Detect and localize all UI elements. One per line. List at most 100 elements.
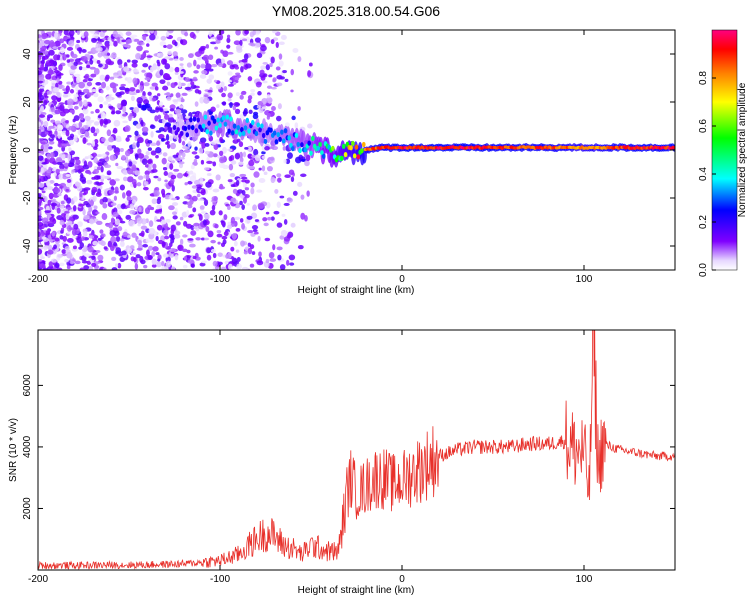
spectrogram-cell: [200, 63, 206, 69]
spectrogram-cell: [151, 97, 157, 101]
ridge-cell: [223, 121, 228, 127]
spectrogram-cell: [250, 187, 255, 195]
spectrogram-cell: [127, 247, 132, 254]
spectrogram-cell: [75, 84, 79, 92]
spectrogram-cell: [83, 31, 89, 38]
spectrogram-cell: [161, 266, 169, 270]
spectrogram-cell: [53, 54, 59, 61]
spectrogram-cell: [59, 235, 64, 240]
spectrogram-cell: [170, 93, 174, 97]
spectrogram-cell: [136, 247, 143, 251]
spectrogram-cell: [227, 148, 233, 152]
spectrogram-cell: [204, 63, 212, 70]
spectrogram-cell: [134, 205, 139, 210]
spectrogram-cell: [139, 85, 144, 92]
spectrogram-cell: [259, 69, 265, 76]
spectrogram-cell: [204, 94, 209, 98]
spectrogram-cell: [239, 173, 247, 178]
spectrogram-cell: [125, 137, 130, 142]
spectrogram-cell: [71, 53, 78, 59]
spectrogram-cell: [55, 175, 59, 180]
ridge-cell: [281, 138, 286, 144]
spectrogram-cell: [241, 204, 245, 211]
spectrogram-cell: [86, 81, 93, 87]
spectrogram-cell: [247, 95, 253, 100]
spectrogram-cell: [106, 224, 111, 228]
spectrogram-cell: [46, 90, 53, 95]
spectrogram-cell: [96, 59, 101, 65]
spectrogram-cell: [82, 107, 89, 115]
spectrogram-cell: [164, 56, 171, 60]
figure-title: YM08.2025.318.00.54.G06: [272, 3, 440, 19]
spectrogram-cell: [194, 101, 199, 107]
spectrogram-cell: [38, 59, 41, 65]
spectrogram-cell: [131, 199, 137, 204]
spectrogram-cell: [188, 53, 194, 59]
spectrogram-cell: [155, 235, 159, 242]
spectrogram-cell: [158, 127, 165, 132]
spectrogram-cell: [206, 254, 212, 261]
spectrogram-cell: [163, 229, 169, 236]
spectrogram-cell: [115, 110, 122, 115]
spectrogram-cell: [63, 91, 69, 95]
spectrogram-cell: [89, 218, 95, 225]
x-tick-label: -200: [28, 274, 48, 285]
spectrogram-y-ticks: -40 -20 0 20 40: [22, 48, 675, 253]
spectrogram-cell: [112, 30, 118, 38]
spectrogram-cell: [164, 195, 169, 200]
ridge-cell: [263, 138, 268, 145]
spectrogram-cell: [147, 147, 152, 151]
spectrogram-cell: [228, 156, 233, 162]
spectrogram-cell: [281, 213, 286, 217]
spectrogram-cell: [200, 211, 207, 214]
spectrogram-cell: [91, 37, 97, 43]
spectrogram-cell: [220, 81, 225, 88]
spectrogram-cell: [48, 261, 53, 268]
spectrogram-cell: [110, 236, 117, 244]
spectrogram-cell: [234, 216, 241, 220]
spectrogram-cell: [81, 49, 87, 53]
ridge-cell: [221, 115, 226, 121]
spectrogram-cell: [125, 39, 133, 44]
spectrogram-cell: [262, 97, 268, 105]
spectrogram-cell: [205, 181, 212, 188]
spectrogram-cell: [66, 231, 71, 235]
spectrogram-cell: [60, 227, 65, 232]
spectrogram-cell: [193, 59, 197, 67]
spectrogram-cell: [221, 101, 227, 106]
spectrogram-cell: [56, 215, 64, 221]
spectrogram-cell: [184, 77, 190, 83]
spectrogram-cell: [260, 65, 267, 70]
spectrogram-cell: [117, 226, 123, 232]
spectrogram-cell: [132, 77, 138, 85]
spectrogram-cell: [285, 158, 291, 165]
spectrogram-cell: [207, 230, 214, 238]
spectrogram-cell: [212, 252, 217, 259]
spectrogram-cell: [38, 104, 41, 108]
spectrogram-cell: [218, 210, 223, 216]
spectrogram-cell: [115, 236, 121, 242]
spectrogram-cell: [48, 140, 55, 145]
spectrogram-cell: [253, 111, 259, 116]
spectrogram-cell: [72, 205, 77, 212]
spectrogram-cell: [110, 202, 117, 206]
spectrogram-cell: [269, 62, 273, 68]
spectrogram-cell: [143, 99, 150, 105]
spectrogram-cell: [91, 209, 99, 216]
spectrogram-cell: [141, 95, 146, 99]
spectrogram-cell: [139, 255, 144, 263]
spectrogram-cell: [300, 194, 305, 200]
spectrogram-cell: [38, 258, 43, 262]
spectrogram-cell: [134, 263, 139, 270]
spectrogram-cell: [119, 86, 126, 91]
spectrogram-cell: [169, 108, 175, 112]
spectrogram-cell: [257, 101, 264, 106]
spectrogram-cell: [60, 46, 65, 54]
spectrogram-cell: [147, 91, 152, 96]
spectrogram-cell: [53, 182, 59, 187]
spectrogram-cell: [120, 99, 128, 107]
spectrogram-cell: [170, 174, 177, 180]
spectrogram-cell: [211, 204, 216, 211]
spectrogram-cell: [45, 73, 52, 80]
spectrogram-cell: [59, 220, 65, 226]
